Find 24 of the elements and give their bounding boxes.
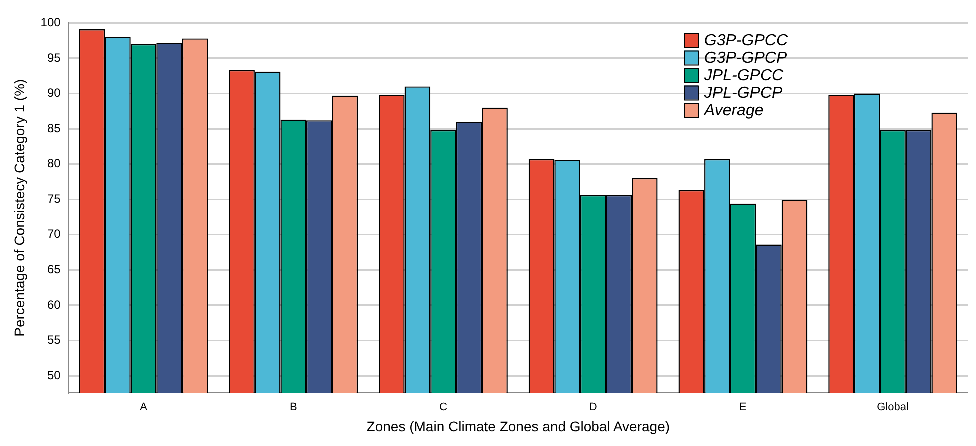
y-tick-label: 55 bbox=[47, 333, 62, 348]
y-axis-title: Percentage of Consistecy Category 1 (%) bbox=[11, 79, 28, 337]
legend-label: G3P-GPCC bbox=[704, 32, 788, 50]
y-tick-label: 75 bbox=[47, 192, 62, 206]
legend-label: G3P-GPCP bbox=[704, 50, 788, 68]
x-tick-label: B bbox=[290, 402, 298, 414]
legend-label: JPL-GPCC bbox=[703, 68, 784, 85]
y-tick-label: 90 bbox=[47, 86, 62, 100]
x-axis-title: Zones (Main Climate Zones and Global Average) bbox=[366, 418, 670, 434]
y-tick-label: 60 bbox=[47, 298, 62, 312]
x-tick-label: D bbox=[589, 402, 598, 414]
y-tick-label: 85 bbox=[47, 121, 62, 136]
x-tick-label: E bbox=[740, 402, 747, 414]
y-tick-label: 50 bbox=[47, 368, 62, 382]
legend-label: Average bbox=[703, 102, 764, 120]
x-tick-label: C bbox=[440, 402, 448, 414]
y-tick-label: 70 bbox=[47, 227, 62, 242]
y-tick-label: 65 bbox=[47, 262, 62, 277]
y-tick-label: 95 bbox=[47, 50, 62, 65]
x-tick-label: A bbox=[140, 402, 148, 414]
x-tick-label: Global bbox=[877, 402, 909, 414]
y-tick-label: 100 bbox=[40, 16, 62, 30]
legend-label: JPL-GPCP bbox=[703, 85, 783, 102]
y-tick-label: 80 bbox=[47, 156, 62, 171]
